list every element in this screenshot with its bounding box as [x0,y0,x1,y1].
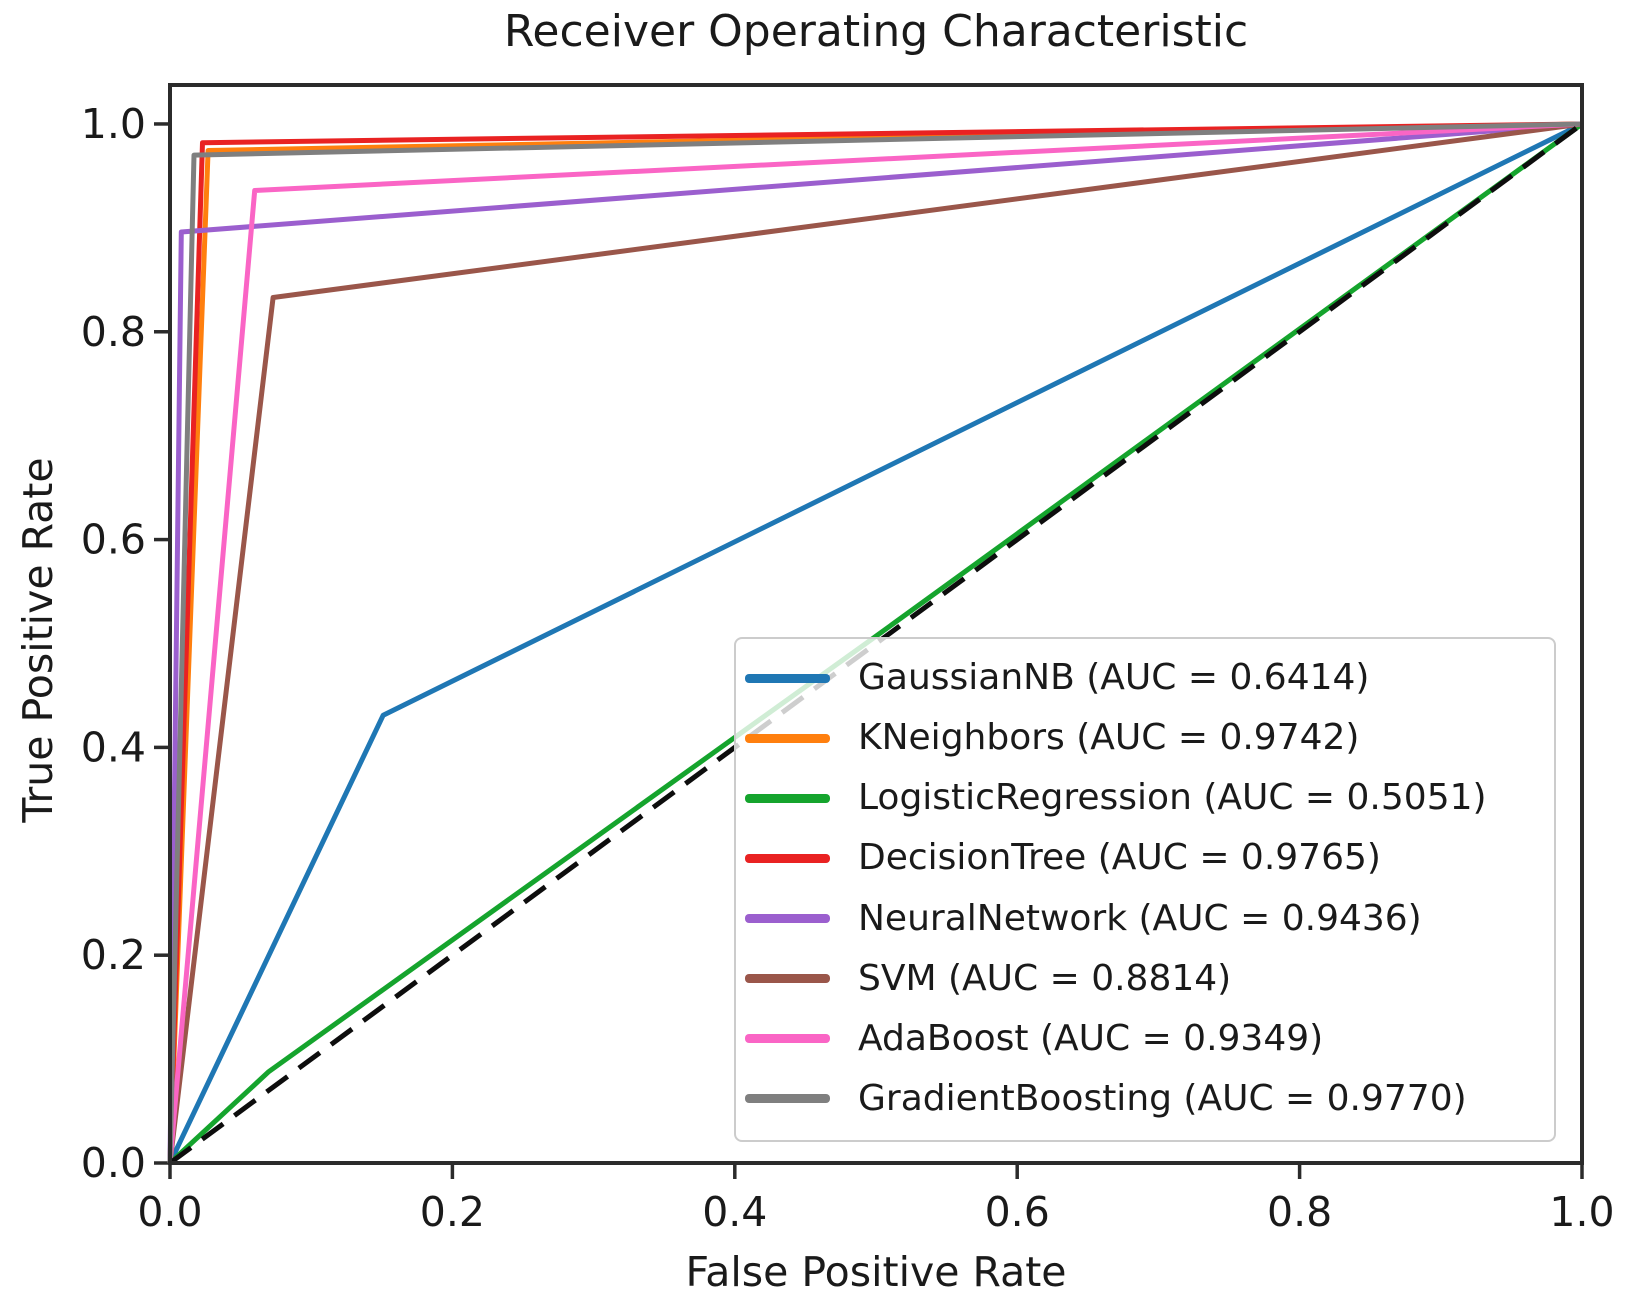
series-line-gradientboosting [167,121,1583,1164]
legend-label-logisticregression: LogisticRegression (AUC = 0.5051) [858,777,1487,819]
legend-swatch-kneighbors [745,733,830,743]
y-axis-label: True Positive Rate [14,457,62,823]
y-tick-label: 0.6 [81,516,146,564]
legend-label-gaussiannb: GaussianNB (AUC = 0.6414) [858,657,1370,698]
series-lines [167,121,1584,1166]
legend: GaussianNB (AUC = 0.6414) KNeighbors (AU… [734,637,1556,1142]
x-tick-label: 1.0 [1549,1188,1614,1236]
x-tick-label: 0.6 [985,1188,1050,1236]
legend-label-svm: SVM (AUC = 0.8814) [858,957,1232,999]
legend-swatch-adaboost [745,1034,830,1044]
y-tick-label: 0.0 [81,1139,146,1187]
legend-item-logisticregression: LogisticRegression (AUC = 0.5051) [745,769,1540,827]
legend-item-decisiontree: DecisionTree (AUC = 0.9765) [745,829,1540,887]
chart-title: Receiver Operating Characteristic [504,6,1248,57]
legend-item-svm: SVM (AUC = 0.8814) [745,950,1540,1008]
x-tick-label: 0.0 [137,1188,202,1236]
series-line-svm [167,121,1583,1164]
legend-item-gradientboosting: GradientBoosting (AUC = 0.9770) [745,1070,1540,1128]
legend-swatch-decisiontree [745,853,830,863]
legend-label-neuralnetwork: NeuralNetwork (AUC = 0.9436) [858,897,1422,939]
legend-item-neuralnetwork: NeuralNetwork (AUC = 0.9436) [745,890,1540,948]
series-line-gaussiannb [167,121,1584,1165]
y-tick-label: 0.8 [81,308,146,356]
legend-label-decisiontree: DecisionTree (AUC = 0.9765) [858,837,1381,879]
legend-item-adaboost: AdaBoost (AUC = 0.9349) [745,1010,1540,1068]
x-tick-label: 0.2 [420,1188,485,1236]
legend-swatch-gradientboosting [745,1094,830,1104]
legend-label-gradientboosting: GradientBoosting (AUC = 0.9770) [858,1077,1467,1119]
series-line-neuralnetwork [167,121,1583,1164]
legend-swatch-gaussiannb [745,673,830,683]
y-tick-label: 0.4 [81,723,146,771]
plot-border [168,83,1584,1165]
legend-item-gaussiannb: GaussianNB (AUC = 0.6414) [745,649,1540,707]
x-tick-label: 0.8 [1267,1188,1332,1236]
series-line-decisiontree [167,121,1583,1164]
chance-diagonal-line [168,121,1584,1166]
legend-swatch-svm [745,974,830,984]
x-axis-label: False Positive Rate [685,1248,1066,1296]
axis-ticks: 0.0 0.2 0.4 0.6 0.8 1.0 0.0 0.2 0.4 0.6 0.8 1.0 [81,100,1615,1236]
legend-label-kneighbors: KNeighbors (AUC = 0.9742) [858,717,1360,759]
legend-swatch-neuralnetwork [745,914,830,924]
y-tick-label: 0.2 [81,931,146,979]
series-line-adaboost [167,121,1583,1164]
legend-label-adaboost: AdaBoost (AUC = 0.9349) [858,1017,1324,1059]
legend-swatch-logisticregression [745,793,830,803]
y-tick-label: 1.0 [81,100,146,148]
legend-item-kneighbors: KNeighbors (AUC = 0.9742) [745,709,1540,767]
series-line-logisticregression [168,121,1584,1165]
x-tick-label: 0.4 [702,1188,767,1236]
